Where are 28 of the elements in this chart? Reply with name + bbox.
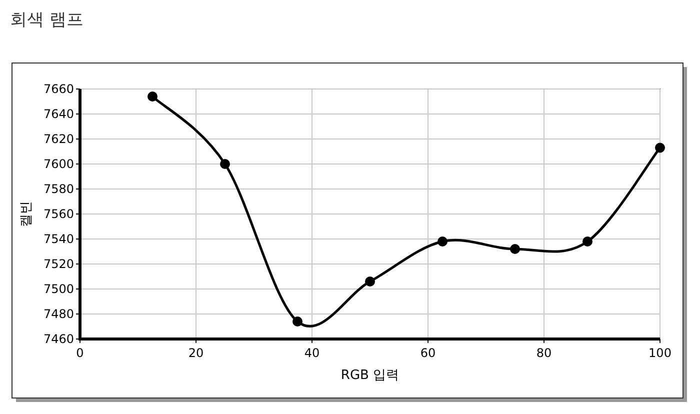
point	[365, 276, 375, 286]
y-tick-label: 7560	[43, 207, 74, 221]
y-tick-label: 7500	[43, 282, 74, 296]
x-axis-title: RGB 입력	[340, 368, 400, 383]
point	[438, 236, 448, 246]
y-tick-label: 7620	[43, 132, 74, 146]
y-axis-title: 켈빈	[19, 201, 34, 227]
point	[655, 142, 665, 153]
point	[220, 159, 230, 169]
x-tick-label: 20	[188, 346, 204, 360]
x-tick-label: 80	[536, 346, 552, 360]
point	[148, 92, 158, 102]
y-tick-label: 7660	[43, 82, 74, 96]
y-tick-label: 7640	[43, 107, 74, 121]
x-tick-label: 100	[648, 346, 672, 360]
point	[510, 244, 520, 254]
y-tick-label: 7480	[43, 307, 74, 321]
y-tick-label: 7520	[43, 257, 74, 271]
point	[582, 236, 592, 246]
y-tick-label: 7600	[43, 157, 74, 171]
y-tick-label: 7460	[43, 332, 74, 346]
chart-title: 회색 램프	[10, 10, 84, 30]
y-tick-label: 7540	[43, 232, 74, 246]
x-tick-label: 40	[304, 346, 320, 360]
y-tick-label: 7580	[43, 182, 74, 196]
x-tick-label: 0	[76, 346, 84, 360]
x-tick-label: 60	[420, 346, 436, 360]
point	[292, 316, 302, 326]
